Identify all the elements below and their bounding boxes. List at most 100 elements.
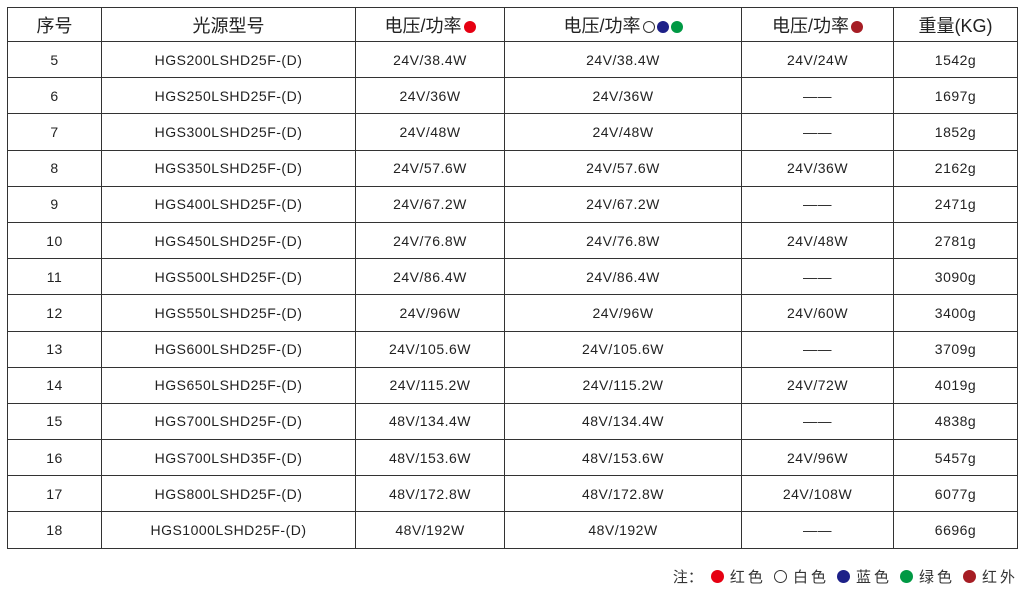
col-model-cell: HGS400LSHD25F-(D): [101, 185, 356, 223]
col-power-rgbw-cell: 24V/48W: [504, 113, 742, 151]
col-power-rgbw-cell: 24V/105.6W: [504, 330, 742, 368]
blue-dot-icon: [656, 20, 669, 33]
col-weight-cell: 6077g: [893, 475, 1018, 513]
col-power-infrared-cell: ——: [741, 511, 894, 549]
col-power-rgbw-cell: 48V/172.8W: [504, 475, 742, 513]
col-model-cell: HGS700LSHD35F-(D): [101, 439, 356, 477]
col-index-cell: 5: [7, 40, 102, 79]
col-model-cell: HGS300LSHD25F-(D): [101, 113, 356, 151]
legend-label-white: 白色: [792, 569, 829, 586]
col-power-infrared-cell: ——: [741, 185, 894, 223]
col-power-infrared-cell: 24V/72W: [741, 366, 894, 404]
col-weight-cell: 4838g: [893, 402, 1018, 441]
header-label: 序号: [36, 15, 73, 36]
col-weight-cell: 3090g: [893, 258, 1018, 296]
col-index-cell: 16: [7, 439, 102, 477]
col-power-infrared-cell: 24V/24W: [741, 40, 894, 79]
col-power-rgbw-cell: 24V/67.2W: [504, 185, 742, 223]
col-power-red-cell: 24V/36W: [355, 77, 505, 115]
col-power-rgbw-cell: 48V/153.6W: [504, 439, 742, 477]
col-weight-cell: 5457g: [893, 439, 1018, 477]
col-power-red-cell: 24V/115.2W: [355, 366, 505, 404]
col-power-red-cell: 48V/192W: [355, 511, 505, 549]
col-model-cell: HGS700LSHD25F-(D): [101, 402, 356, 441]
red-dot-icon: [463, 20, 476, 33]
header-label: 电压/功率: [771, 15, 849, 36]
table-row: 18 HGS1000LSHD25F-(D) 48V/192W 48V/192W —— 66…: [7, 511, 1018, 549]
col-power-infrared-cell: 24V/96W: [741, 439, 894, 477]
table-row: 5 HGS200LSHD25F-(D) 24V/38.4W 24V/38.4W 24V/…: [7, 40, 1018, 79]
header-label: 重量(KG): [918, 15, 993, 36]
col-power-infrared-cell: 24V/36W: [741, 149, 894, 187]
col-power-rgbw-cell: 48V/134.4W: [504, 402, 742, 441]
col-model-cell: HGS1000LSHD25F-(D): [101, 511, 356, 549]
legend-label-red: 红色: [729, 569, 766, 586]
col-power-red-cell: 48V/153.6W: [355, 439, 505, 477]
col-index-cell: 8: [7, 149, 102, 187]
table-row: 13 HGS600LSHD25F-(D) 24V/105.6W 24V/105.6W —…: [7, 330, 1018, 368]
header-col-model: 光源型号: [101, 7, 356, 42]
table-row: 16 HGS700LSHD35F-(D) 48V/153.6W 48V/153.6W 2…: [7, 439, 1018, 477]
col-weight-cell: 2781g: [893, 221, 1018, 260]
col-index-cell: 13: [7, 330, 102, 368]
col-power-red-cell: 48V/134.4W: [355, 402, 505, 441]
col-power-rgbw-cell: 24V/96W: [504, 294, 742, 332]
green-dot-icon: [670, 20, 683, 33]
col-power-infrared-cell: ——: [741, 258, 894, 296]
col-power-infrared-cell: 24V/108W: [741, 475, 894, 513]
red-dot-icon: [710, 570, 724, 583]
col-weight-cell: 3400g: [893, 294, 1018, 332]
white-dot-icon: [773, 570, 787, 583]
table-row: 9 HGS400LSHD25F-(D) 24V/67.2W 24V/67.2W —— 24…: [7, 185, 1018, 223]
header-label: 光源型号: [192, 15, 265, 36]
col-index-cell: 14: [7, 366, 102, 404]
table-row: 8 HGS350LSHD25F-(D) 24V/57.6W 24V/57.6W 24V/…: [7, 149, 1018, 187]
header-col-index: 序号: [7, 7, 102, 42]
col-power-rgbw-cell: 24V/76.8W: [504, 221, 742, 260]
col-index-cell: 11: [7, 258, 102, 296]
col-model-cell: HGS350LSHD25F-(D): [101, 149, 356, 187]
col-weight-cell: 3709g: [893, 330, 1018, 368]
col-index-cell: 15: [7, 402, 102, 441]
col-power-red-cell: 24V/57.6W: [355, 149, 505, 187]
blue-dot-icon: [836, 570, 850, 583]
header-col-power-infrared: 电压/功率: [741, 7, 894, 42]
col-power-red-cell: 24V/105.6W: [355, 330, 505, 368]
header-row: 序号 光源型号 电压/功率 电压/功率 电压/功率 重量(KG): [7, 7, 1018, 42]
legend-label-green: 绿色: [918, 569, 955, 586]
col-power-rgbw-cell: 24V/57.6W: [504, 149, 742, 187]
green-dot-icon: [899, 570, 913, 583]
col-power-red-cell: 24V/67.2W: [355, 185, 505, 223]
table-row: 11 HGS500LSHD25F-(D) 24V/86.4W 24V/86.4W —— 3…: [7, 258, 1018, 296]
col-power-rgbw-cell: 48V/192W: [504, 511, 742, 549]
col-power-red-cell: 24V/86.4W: [355, 258, 505, 296]
col-power-red-cell: 48V/172.8W: [355, 475, 505, 513]
col-power-rgbw-cell: 24V/86.4W: [504, 258, 742, 296]
col-power-rgbw-cell: 24V/36W: [504, 77, 742, 115]
white-dot-icon: [642, 20, 655, 33]
header-col-power-red: 电压/功率: [355, 7, 505, 42]
col-weight-cell: 6696g: [893, 511, 1018, 549]
col-index-cell: 6: [7, 77, 102, 115]
col-index-cell: 10: [7, 221, 102, 260]
table-row: 7 HGS300LSHD25F-(D) 24V/48W 24V/48W —— 1852g: [7, 113, 1018, 151]
col-power-red-cell: 24V/96W: [355, 294, 505, 332]
col-model-cell: HGS800LSHD25F-(D): [101, 475, 356, 513]
col-power-infrared-cell: ——: [741, 330, 894, 368]
col-weight-cell: 1852g: [893, 113, 1018, 151]
col-power-infrared-cell: 24V/48W: [741, 221, 894, 260]
col-index-cell: 7: [7, 113, 102, 151]
table-row: 15 HGS700LSHD25F-(D) 48V/134.4W 48V/134.4W —…: [7, 402, 1018, 441]
table-row: 12 HGS550LSHD25F-(D) 24V/96W 24V/96W 24V/60W…: [7, 294, 1018, 332]
col-model-cell: HGS650LSHD25F-(D): [101, 366, 356, 404]
col-weight-cell: 1697g: [893, 77, 1018, 115]
col-power-rgbw-cell: 24V/115.2W: [504, 366, 742, 404]
col-power-red-cell: 24V/38.4W: [355, 40, 505, 79]
col-weight-cell: 1542g: [893, 40, 1018, 79]
col-model-cell: HGS450LSHD25F-(D): [101, 221, 356, 260]
table-row: 10 HGS450LSHD25F-(D) 24V/76.8W 24V/76.8W 24V…: [7, 221, 1018, 260]
table-row: 6 HGS250LSHD25F-(D) 24V/36W 24V/36W —— 1697g: [7, 77, 1018, 115]
color-legend: 注： 红色 白色 蓝色 绿色 红外: [673, 566, 1018, 587]
header-col-weight: 重量(KG): [893, 7, 1018, 42]
legend-prefix: 注：: [672, 569, 703, 586]
